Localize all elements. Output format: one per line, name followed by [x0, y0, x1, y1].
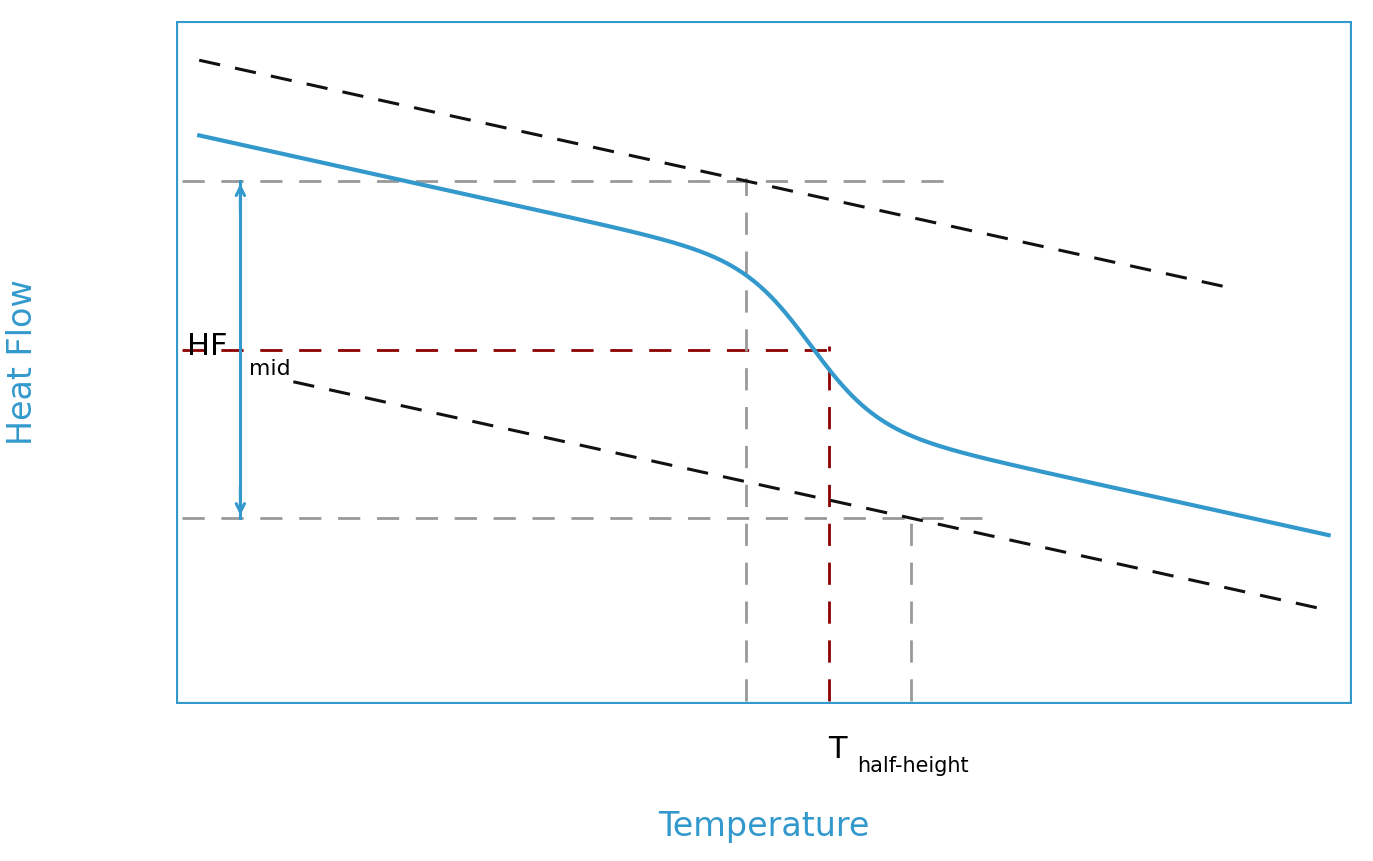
Text: mid: mid — [249, 359, 290, 379]
Text: half-height: half-height — [857, 756, 968, 776]
Text: T: T — [829, 735, 847, 765]
Text: HF: HF — [188, 331, 228, 361]
Text: Heat Flow: Heat Flow — [7, 280, 40, 445]
Text: Temperature: Temperature — [658, 810, 869, 844]
